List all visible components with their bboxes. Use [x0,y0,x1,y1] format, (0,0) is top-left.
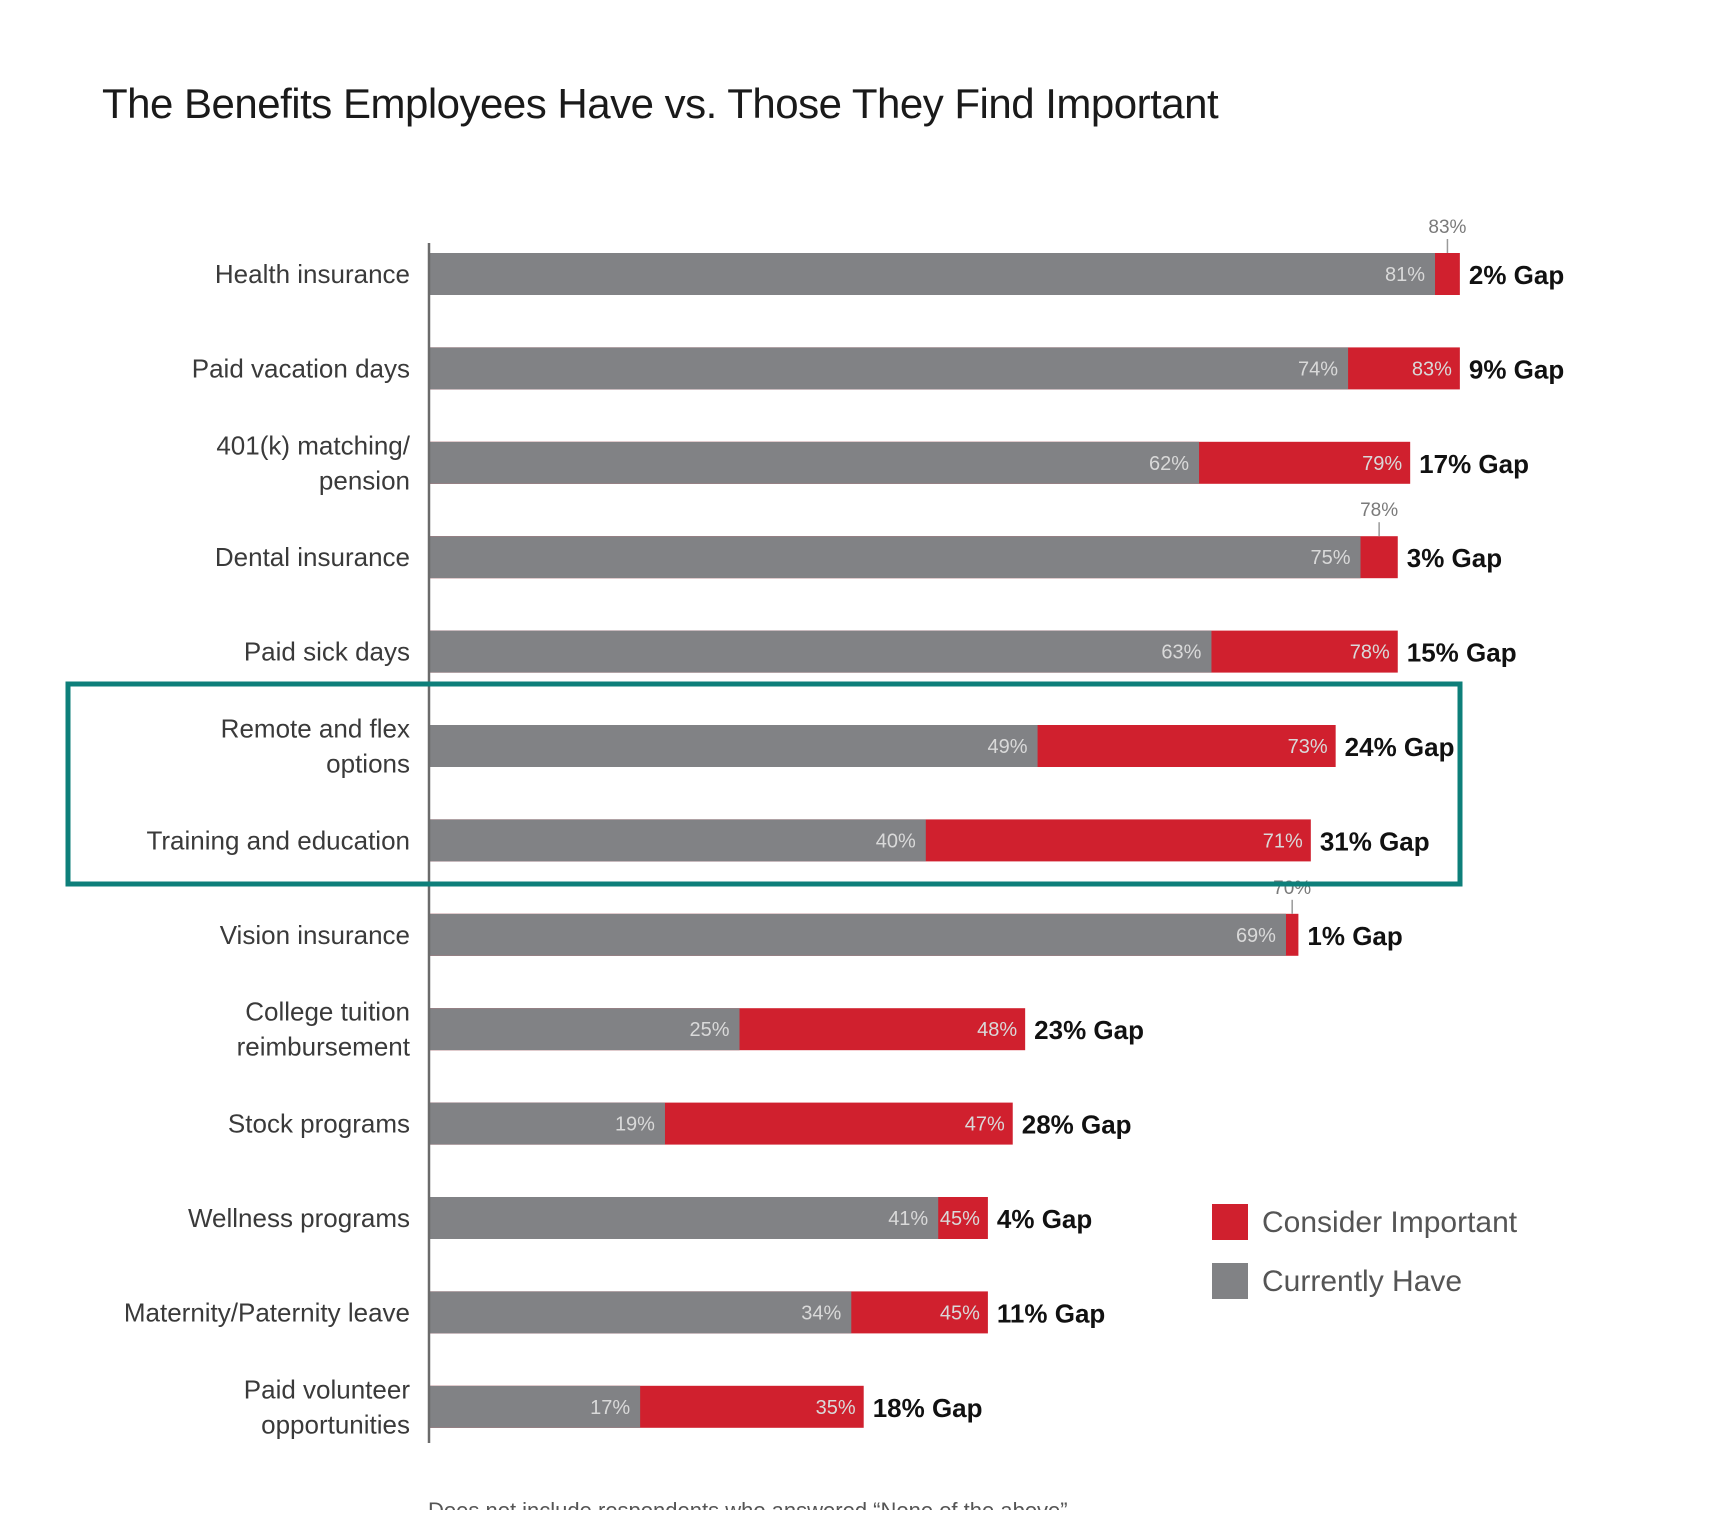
value-label-consider-important: 45% [940,1302,980,1324]
value-label-consider-important: 70% [1273,878,1311,899]
bar-currently-have [429,1197,939,1239]
category-label: Health insurance [215,259,410,289]
value-label-currently-have: 81% [1385,264,1425,286]
chart-title: The Benefits Employees Have vs. Those Th… [102,80,1219,127]
category-label: Maternity/Paternity leave [124,1297,410,1327]
value-label-currently-have: 40% [876,830,916,852]
bar-currently-have [429,253,1436,295]
category-label: Vision insurance [220,920,410,950]
category-label-line: Stock programs [228,1109,410,1139]
value-label-currently-have: 19% [615,1114,655,1136]
category-label: Wellness programs [188,1203,410,1233]
bars-layer: Health insurance 81% 83% 2% Gap Paid vacatio… [124,217,1564,1439]
category-label-line: Maternity/Paternity leave [124,1297,410,1327]
value-label-currently-have: 17% [590,1397,630,1419]
category-label-line: pension [319,465,410,495]
bar-currently-have [429,347,1349,390]
category-label-line: Health insurance [215,259,410,289]
bar-currently-have [429,536,1361,579]
category-label: College tuition reimbursement [237,997,411,1062]
category-label-line: Vision insurance [220,920,410,950]
category-label: Stock programs [228,1109,410,1139]
value-label-consider-important: 48% [977,1019,1017,1041]
category-label-line: reimbursement [237,1032,411,1062]
gap-label: 24% Gap [1345,732,1455,762]
gap-label: 23% Gap [1034,1015,1144,1045]
bar-currently-have [429,913,1286,956]
gap-label: 2% Gap [1469,260,1564,290]
category-label-line: Paid sick days [244,637,410,667]
category-label-line: Paid vacation days [192,353,410,383]
value-label-currently-have: 63% [1161,642,1201,664]
bar-currently-have [429,819,926,862]
category-label: Paid sick days [244,637,410,667]
category-label: Paid volunteer opportunities [244,1374,411,1439]
gap-label: 4% Gap [997,1204,1092,1234]
category-label-line: Remote and flex [221,714,410,744]
value-label-currently-have: 74% [1298,358,1338,380]
value-label-currently-have: 75% [1310,547,1350,569]
gap-label: 9% Gap [1469,354,1564,384]
category-label-line: College tuition [245,997,410,1027]
category-label-line: Training and education [146,825,410,855]
value-label-currently-have: 49% [988,736,1028,758]
legend-swatch [1212,1204,1248,1240]
gap-label: 15% Gap [1407,638,1517,668]
bar-currently-have [429,725,1038,767]
value-label-currently-have: 25% [689,1019,729,1041]
gap-label: 28% Gap [1022,1110,1132,1140]
legend-swatch [1212,1263,1248,1299]
value-label-consider-important: 71% [1263,830,1303,852]
category-label-line: Wellness programs [188,1203,410,1233]
gap-label: 31% Gap [1320,826,1430,856]
gap-label: 3% Gap [1407,543,1502,573]
value-label-currently-have: 69% [1236,925,1276,947]
gap-label: 17% Gap [1419,449,1529,479]
value-label-consider-important: 78% [1350,642,1390,664]
bar-currently-have [429,630,1212,673]
value-label-currently-have: 41% [888,1208,928,1230]
legend: Consider Important Currently Have [1212,1204,1518,1299]
footnote: Does not include respondents who answere… [428,1498,1074,1510]
value-label-consider-important: 47% [965,1114,1005,1136]
legend-label: Currently Have [1262,1265,1462,1298]
bar-currently-have [429,1102,665,1145]
bar-currently-have [429,1008,740,1051]
gap-label: 11% Gap [997,1298,1105,1328]
category-label: Training and education [146,825,410,855]
value-label-consider-important: 83% [1428,217,1466,238]
category-label-line: 401(k) matching/ [216,430,410,460]
category-label-line: options [326,749,410,779]
value-label-consider-important: 78% [1360,500,1398,521]
value-label-consider-important: 73% [1288,736,1328,758]
value-label-consider-important: 45% [940,1208,980,1230]
category-label-line: opportunities [261,1409,410,1439]
bar-currently-have [429,1291,852,1334]
category-label: 401(k) matching/pension [216,430,410,495]
gap-label: 18% Gap [873,1393,983,1423]
bar-currently-have [429,441,1200,484]
value-label-currently-have: 34% [801,1302,841,1324]
category-label: Dental insurance [215,542,410,572]
gap-label: 1% Gap [1307,921,1402,951]
category-label-line: Paid volunteer [244,1374,411,1404]
category-label: Remote and flex options [221,714,410,779]
value-label-consider-important: 35% [816,1397,856,1419]
category-label: Paid vacation days [192,353,410,383]
value-label-currently-have: 62% [1149,453,1189,475]
bar-currently-have [429,1385,641,1428]
category-label-line: Dental insurance [215,542,410,572]
value-label-consider-important: 79% [1362,453,1402,475]
highlight-box [65,681,1463,887]
value-label-consider-important: 83% [1412,358,1452,380]
legend-label: Consider Important [1262,1206,1518,1239]
